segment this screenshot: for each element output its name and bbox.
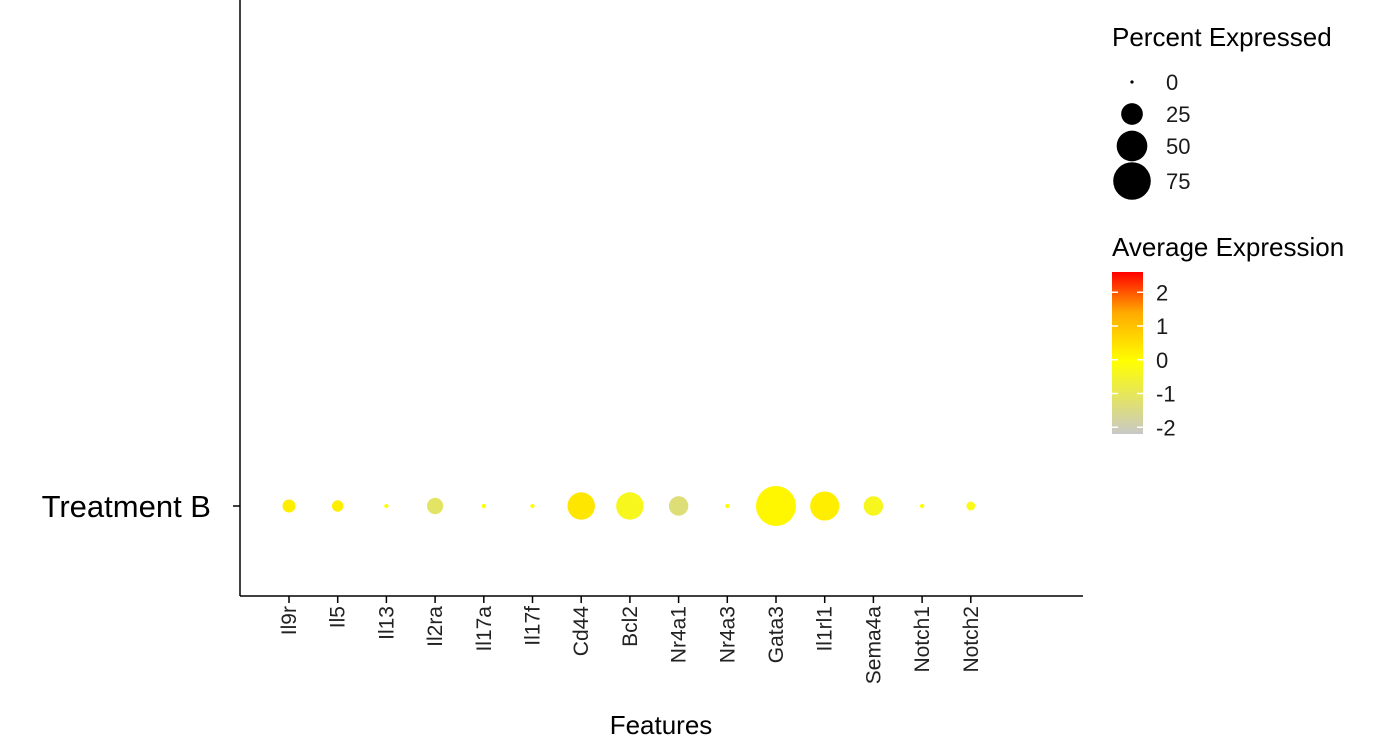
size-legend-dot [1130,80,1134,84]
feature-label-il13: Il13 [375,606,398,640]
size-legend-label: 25 [1166,102,1190,127]
dot-il17a [481,503,486,509]
color-bar [1112,272,1143,434]
size-legend-dot [1116,130,1148,162]
dot-gata3 [756,486,796,526]
feature-label-il17f: Il17f [522,606,545,646]
color-legend-label: 2 [1156,280,1168,305]
size-legend-label: 50 [1166,134,1190,159]
feature-label-nr4a3: Nr4a3 [716,606,739,663]
dot-cd44 [567,492,595,520]
color-legend-label: 0 [1156,348,1168,373]
feature-label-il1rl1: Il1rl1 [814,606,837,652]
dot-notch2 [966,501,976,511]
size-legend-label: 75 [1166,169,1190,194]
dot-il1rl1 [810,491,840,521]
dot-bcl2 [616,492,644,520]
feature-label-bcl2: Bcl2 [619,606,642,647]
row-label: Treatment B [42,489,211,524]
plot-marks [282,486,976,526]
dot-il13 [384,503,389,509]
x-axis-title: Features [610,710,713,740]
dot-nr4a3 [725,503,730,509]
feature-label-notch1: Notch1 [911,606,934,673]
color-legend-label: 1 [1156,314,1168,339]
size-legend-label: 0 [1166,70,1178,95]
feature-label-gata3: Gata3 [765,606,788,663]
feature-label-notch2: Notch2 [960,606,983,673]
feature-label-cd44: Cd44 [570,606,593,657]
size-legend-dot [1113,162,1151,200]
feature-label-il17a: Il17a [473,606,496,652]
feature-label-il9r: Il9r [278,606,301,635]
size-legend-title: Percent Expressed [1112,22,1332,52]
dot-sema4a [863,496,884,516]
feature-label-nr4a1: Nr4a1 [668,606,691,663]
dot-il17f [530,503,535,509]
plot-axes [239,0,1083,597]
color-legend-title: Average Expression [1112,232,1344,262]
row-labels: Treatment B [42,489,240,524]
dot-nr4a1 [668,496,689,516]
dot-il5 [331,500,344,512]
color-legend-label: -2 [1156,415,1176,440]
dot-il2ra [426,497,444,515]
feature-label-il5: Il5 [327,606,350,628]
size-legend: Percent Expressed 0 25 50 75 [1112,22,1332,200]
size-legend-dot [1121,103,1143,125]
dot-notch1 [919,503,925,509]
feature-label-il2ra: Il2ra [424,606,447,647]
dot-il9r [282,499,296,513]
color-legend-label: -1 [1156,382,1176,407]
feature-label-sema4a: Sema4a [862,606,885,685]
color-legend: Average Expression 2 1 0 -1 -2 [1112,232,1344,440]
feature-labels: Il9r Il5 Il13 Il2ra Il17a Il17f Cd44 Bcl2 Nr4a1 N… [278,596,983,684]
